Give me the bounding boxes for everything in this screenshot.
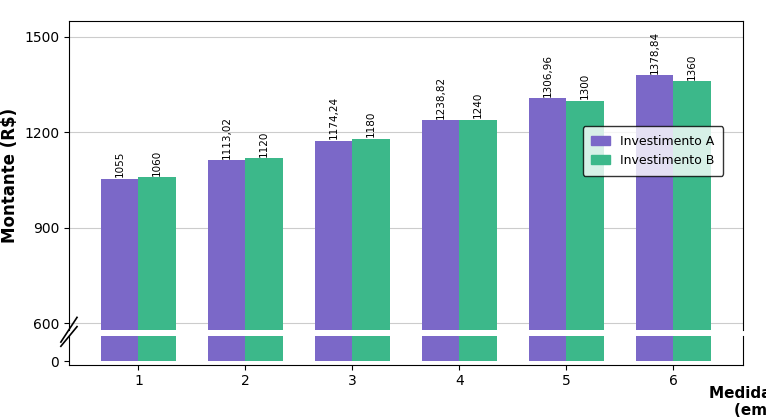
- Bar: [245, 12, 283, 362]
- Text: 1240: 1240: [473, 92, 483, 118]
- Bar: [636, 75, 673, 419]
- Bar: [673, 0, 711, 362]
- Bar: [460, 120, 497, 419]
- Bar: [208, 160, 245, 419]
- Bar: [673, 81, 711, 419]
- Text: 1060: 1060: [152, 150, 162, 176]
- X-axis label: Medida do tempo
(em meses): Medida do tempo (em meses): [709, 385, 766, 418]
- Text: 1300: 1300: [580, 73, 590, 99]
- Text: 1055: 1055: [115, 151, 125, 177]
- Legend: Investimento A, Investimento B: Investimento A, Investimento B: [583, 126, 723, 176]
- Bar: [245, 158, 283, 419]
- Bar: [422, 0, 460, 362]
- Bar: [315, 0, 352, 362]
- Text: 1378,84: 1378,84: [650, 31, 660, 74]
- Text: 1180: 1180: [366, 111, 376, 137]
- Text: 1113,02: 1113,02: [222, 116, 232, 159]
- Bar: [352, 0, 390, 362]
- Bar: [139, 177, 176, 419]
- Bar: [315, 140, 352, 419]
- Bar: [567, 101, 604, 419]
- Bar: [422, 120, 460, 419]
- Bar: [460, 0, 497, 362]
- Text: 1360: 1360: [687, 54, 697, 80]
- Bar: [529, 0, 567, 362]
- Bar: [139, 31, 176, 362]
- Bar: [101, 32, 139, 362]
- Bar: [208, 14, 245, 362]
- Bar: [352, 139, 390, 419]
- Bar: [636, 0, 673, 362]
- Text: 1174,24: 1174,24: [329, 96, 339, 139]
- Text: 1120: 1120: [259, 130, 269, 157]
- Text: 1306,96: 1306,96: [543, 54, 553, 97]
- Bar: [567, 0, 604, 362]
- Bar: [529, 98, 567, 419]
- Y-axis label: Montante (R$): Montante (R$): [1, 108, 18, 243]
- Bar: [101, 178, 139, 419]
- Text: 1238,82: 1238,82: [436, 75, 446, 119]
